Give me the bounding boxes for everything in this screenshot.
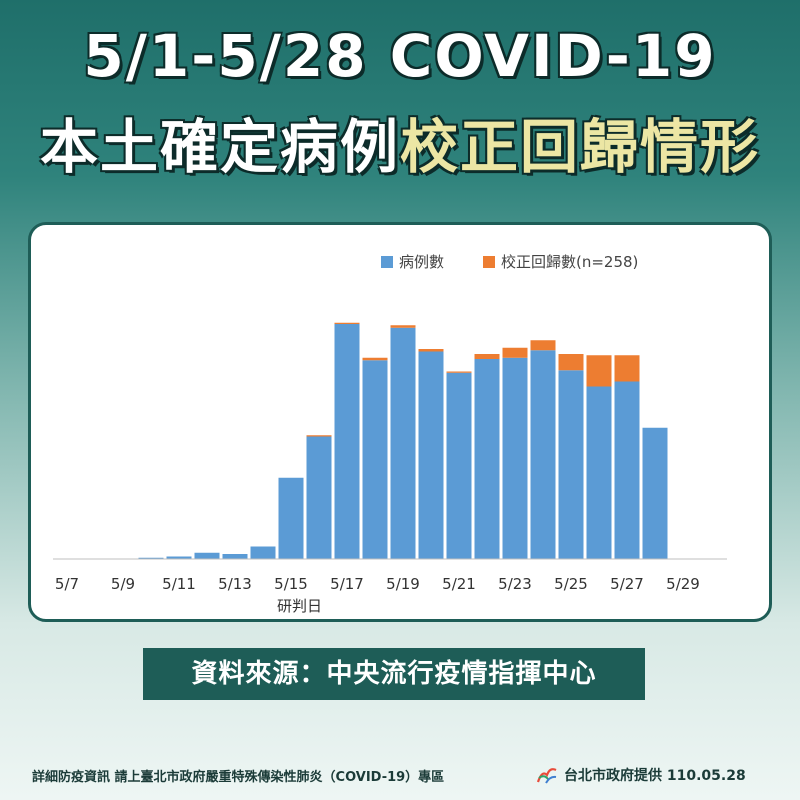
taipei-logo-icon bbox=[536, 768, 557, 784]
x-tick-label: 5/23 bbox=[498, 575, 532, 593]
bar-cases-5-19 bbox=[390, 327, 416, 559]
bar-cases-5-18 bbox=[362, 360, 388, 559]
bar-cases-5-20 bbox=[418, 351, 444, 559]
bar-correction-5-17 bbox=[334, 322, 360, 324]
title-highlight: 校正回歸情形 bbox=[400, 113, 761, 181]
bar-cases-5-24 bbox=[530, 350, 556, 559]
legend-swatch bbox=[381, 256, 393, 268]
bar-correction-5-22 bbox=[474, 354, 500, 359]
bar-cases-5-23 bbox=[502, 357, 528, 559]
bar-cases-5-22 bbox=[474, 359, 500, 559]
bar-cases-5-21 bbox=[446, 372, 472, 559]
x-tick-label: 5/27 bbox=[610, 575, 644, 593]
bar-cases-5-13 bbox=[222, 554, 248, 559]
legend-label: 校正回歸數(n=258) bbox=[501, 253, 638, 271]
bar-correction-5-16 bbox=[306, 435, 332, 437]
x-tick-label: 5/17 bbox=[330, 575, 364, 593]
x-tick-label: 5/29 bbox=[666, 575, 700, 593]
bar-correction-5-26 bbox=[586, 355, 612, 387]
bar-cases-5-25 bbox=[558, 370, 584, 559]
x-tick-label: 5/25 bbox=[554, 575, 588, 593]
bar-correction-5-24 bbox=[530, 340, 556, 351]
source-label: 資料來源：中央流行疫情指揮中心 bbox=[143, 648, 645, 700]
stacked-bar-chart: 5/7 5/9 5/11 5/13 5/15 5/17 5/19 5/21 5/23 5/25 5/… bbox=[53, 253, 727, 615]
bar-cases-5-16 bbox=[306, 436, 332, 559]
bar-cases-5-27 bbox=[614, 381, 640, 559]
footer-credit: 台北市政府提供 110.05.28 bbox=[536, 764, 746, 786]
bar-cases-5-17 bbox=[334, 324, 360, 559]
title-line-2: 本土確定病例校正回歸情形 bbox=[0, 100, 800, 184]
x-tick-label: 5/21 bbox=[442, 575, 476, 593]
x-tick-label: 5/7 bbox=[55, 575, 79, 593]
bar-correction-5-27 bbox=[614, 355, 640, 382]
bar-correction-5-19 bbox=[390, 325, 416, 328]
x-tick-label: 5/9 bbox=[111, 575, 135, 593]
bar-cases-5-10 bbox=[138, 557, 164, 559]
bar-cases-5-15 bbox=[278, 477, 304, 559]
bar-correction-5-20 bbox=[418, 349, 444, 352]
bar-correction-5-21 bbox=[446, 371, 472, 373]
bar-cases-5-11 bbox=[166, 556, 192, 559]
x-tick-label: 5/11 bbox=[162, 575, 196, 593]
x-tick-label: 5/19 bbox=[386, 575, 420, 593]
title-main: 本土確定病例 bbox=[39, 113, 400, 181]
x-tick-label: 5/13 bbox=[218, 575, 252, 593]
x-tick-label: 5/15 bbox=[274, 575, 308, 593]
bar-correction-5-23 bbox=[502, 347, 528, 358]
title-line-1: 5/1-5/28 COVID-19 bbox=[83, 22, 717, 90]
bar-cases-5-12 bbox=[194, 552, 220, 559]
chart-panel: 5/7 5/9 5/11 5/13 5/15 5/17 5/19 5/21 5/23 5/25 5/… bbox=[28, 222, 772, 622]
bar-cases-5-28 bbox=[642, 427, 668, 559]
bar-cases-5-14 bbox=[250, 546, 276, 559]
footer-note: 詳細防疫資訊 請上臺北市政府嚴重特殊傳染性肺炎（COVID-19）專區 bbox=[32, 770, 445, 785]
x-axis-title: 研判日 bbox=[277, 597, 322, 615]
bar-correction-5-25 bbox=[558, 354, 584, 371]
credit-text: 台北市政府提供 110.05.28 bbox=[564, 768, 746, 784]
legend-swatch bbox=[483, 256, 495, 268]
bar-cases-5-26 bbox=[586, 386, 612, 559]
legend-label: 病例數 bbox=[399, 253, 444, 271]
bar-correction-5-18 bbox=[362, 357, 388, 361]
